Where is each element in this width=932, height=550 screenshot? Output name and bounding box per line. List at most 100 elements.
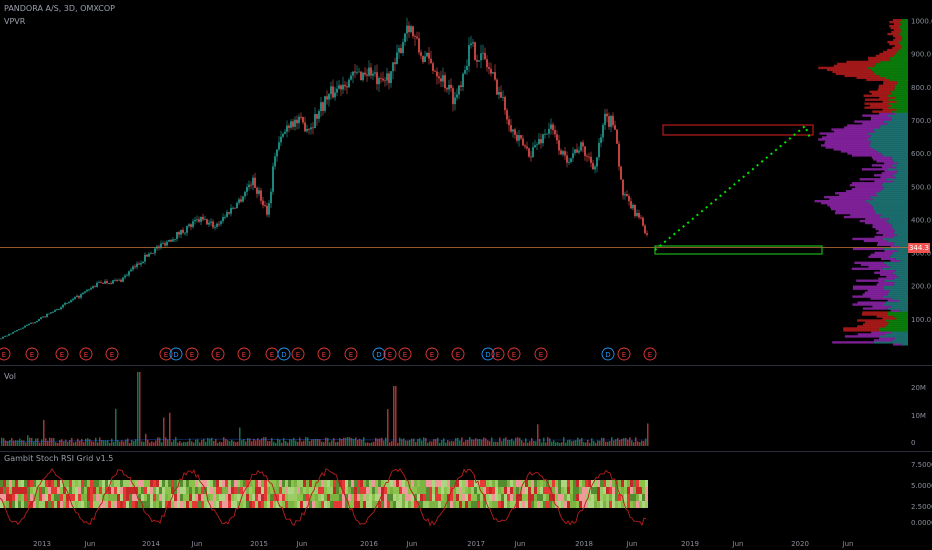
svg-text:E: E [430, 351, 434, 359]
svg-text:E: E [84, 351, 88, 359]
svg-text:E: E [456, 351, 460, 359]
price-tick-label: 300.0 [911, 250, 931, 258]
price-pane[interactable]: PANDORA A/S, 3D, OMXCOP VPVR 1000.0 900.0… [0, 0, 932, 364]
svg-text:D: D [173, 351, 178, 359]
price-tick-label: 1000.0 [911, 18, 932, 26]
earnings-marker[interactable]: E [105, 347, 119, 361]
earnings-marker[interactable]: E [237, 347, 251, 361]
volume-chart[interactable]: 20M 10M 0 [0, 366, 932, 450]
time-tick-label: 2019 [681, 540, 699, 548]
earnings-marker[interactable]: E [507, 347, 521, 361]
time-tick-label: 2014 [142, 540, 160, 548]
volume-pane[interactable]: Vol 20M 10M 0 [0, 366, 932, 450]
projection-dotted-line[interactable] [654, 124, 811, 251]
svg-text:E: E [349, 351, 353, 359]
earnings-marker[interactable]: E [79, 347, 93, 361]
svg-text:E: E [296, 351, 300, 359]
svg-text:E: E [403, 351, 407, 359]
earnings-marker[interactable]: E [25, 347, 39, 361]
earnings-marker[interactable]: E [185, 347, 199, 361]
earnings-marker[interactable]: E [265, 347, 279, 361]
earnings-marker[interactable]: E [617, 347, 631, 361]
earnings-marker[interactable]: E [534, 347, 548, 361]
earnings-marker[interactable]: E [0, 347, 11, 361]
volume-tick-label: 0 [911, 439, 915, 447]
svg-text:E: E [242, 351, 246, 359]
vpvr-legend[interactable]: VPVR [4, 17, 26, 26]
volume-tick-label: 20M [911, 384, 926, 392]
svg-text:E: E [60, 351, 64, 359]
oscillator-legend[interactable]: Gambit Stoch RSI Grid v1.5 [4, 454, 114, 463]
time-tick-label: 2018 [575, 540, 593, 548]
svg-text:E: E [496, 351, 500, 359]
time-tick-label: 2013 [33, 540, 51, 548]
svg-text:E: E [622, 351, 626, 359]
stoch-rsi-line [0, 467, 647, 527]
time-tick-label: Jun [626, 540, 638, 548]
time-tick-label: Jun [514, 540, 526, 548]
price-tick-label: 100.0 [911, 316, 931, 324]
earnings-marker[interactable]: E [317, 347, 331, 361]
price-tick-label: 600.0 [911, 150, 931, 158]
svg-text:D: D [376, 351, 381, 359]
svg-text:E: E [539, 351, 543, 359]
svg-text:E: E [30, 351, 34, 359]
time-axis-labels: 2013 Jun 2014 Jun 2015 Jun 2016 Jun 2017 Jun 2018 J… [33, 540, 854, 548]
resistance-zone[interactable] [662, 124, 814, 136]
earnings-marker[interactable]: E [344, 347, 358, 361]
dividend-marker[interactable]: D [169, 347, 183, 361]
time-tick-label: 2020 [791, 540, 809, 548]
dividend-marker[interactable]: D [601, 347, 615, 361]
svg-text:E: E [322, 351, 326, 359]
dividend-marker[interactable]: D [277, 347, 291, 361]
time-tick-label: 2015 [250, 540, 268, 548]
earnings-marker[interactable]: E [425, 347, 439, 361]
oscillator-tick-label: 5.0000 [911, 482, 932, 490]
time-tick-label: Jun [84, 540, 96, 548]
price-tick-label: 900.0 [911, 51, 931, 59]
volume-bars[interactable] [1, 372, 649, 446]
earnings-marker[interactable]: E [398, 347, 412, 361]
earnings-marker[interactable]: E [159, 347, 173, 361]
svg-text:D: D [281, 351, 286, 359]
time-tick-label: 2017 [467, 540, 485, 548]
dividend-marker[interactable]: D [481, 347, 495, 361]
svg-text:E: E [164, 351, 168, 359]
svg-text:E: E [110, 351, 114, 359]
pane-divider[interactable] [0, 365, 932, 366]
time-tick-label: Jun [406, 540, 418, 548]
earnings-marker[interactable]: E [291, 347, 305, 361]
time-tick-label: Jun [842, 540, 854, 548]
time-tick-label: Jun [732, 540, 744, 548]
svg-text:E: E [216, 351, 220, 359]
earnings-marker[interactable]: E [383, 347, 397, 361]
price-chart[interactable]: 1000.0 900.0 800.0 700.0 600.0 500.0 400.0 300.… [0, 0, 932, 364]
earnings-marker[interactable]: E [211, 347, 225, 361]
svg-text:E: E [512, 351, 516, 359]
price-tick-label: 800.0 [911, 84, 931, 92]
time-axis[interactable]: 2013 Jun 2014 Jun 2015 Jun 2016 Jun 2017 Jun 2018 J… [0, 536, 932, 550]
time-tick-label: 2016 [360, 540, 378, 548]
dividend-marker[interactable]: D [372, 347, 386, 361]
earnings-marker[interactable]: E [451, 347, 465, 361]
svg-text:E: E [648, 351, 652, 359]
volume-legend[interactable]: Vol [4, 372, 16, 381]
price-tick-label: 500.0 [911, 183, 931, 191]
stoch-rsi-grid[interactable] [0, 480, 648, 508]
earnings-marker[interactable]: E [491, 347, 505, 361]
time-tick-label: Jun [191, 540, 203, 548]
earnings-marker[interactable]: E [55, 347, 69, 361]
oscillator-tick-label: 0.0000 [911, 519, 932, 527]
pane-divider[interactable] [0, 451, 932, 452]
time-tick-label: Jun [296, 540, 308, 548]
candles[interactable] [0, 17, 648, 340]
price-tick-label: 200.0 [911, 283, 931, 291]
svg-text:D: D [485, 351, 490, 359]
symbol-legend[interactable]: PANDORA A/S, 3D, OMXCOP [4, 4, 115, 13]
earnings-marker[interactable]: E [643, 347, 657, 361]
price-tick-label: 700.0 [911, 117, 931, 125]
